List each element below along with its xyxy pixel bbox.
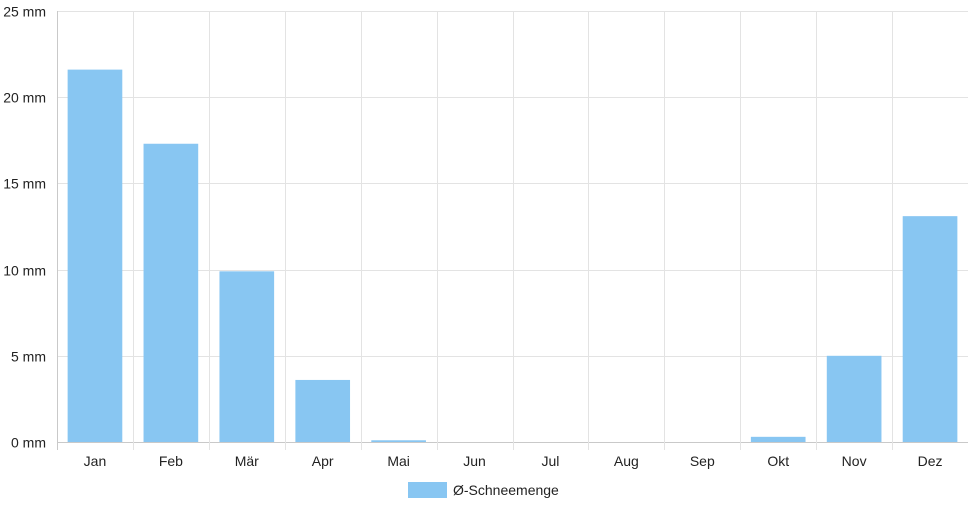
y-tick-label: 25 mm bbox=[3, 4, 46, 20]
y-tick-label: 5 mm bbox=[11, 349, 46, 365]
x-tick-label: Aug bbox=[614, 453, 639, 469]
x-tick-label: Nov bbox=[842, 453, 867, 469]
y-tick-label: 0 mm bbox=[11, 435, 46, 451]
y-tick-label: 20 mm bbox=[3, 90, 46, 106]
y-tick-label: 10 mm bbox=[3, 263, 46, 279]
x-tick-label: Sep bbox=[690, 453, 715, 469]
bar-dez[interactable] bbox=[902, 216, 958, 442]
x-tick-label: Apr bbox=[312, 453, 334, 469]
y-axis: 0 mm 5 mm 10 mm 15 mm 20 mm 25 mm bbox=[3, 4, 46, 451]
x-tick-label: Mär bbox=[235, 453, 259, 469]
x-tick-label: Dez bbox=[918, 453, 943, 469]
x-tick-label: Feb bbox=[159, 453, 183, 469]
bar-jan[interactable] bbox=[67, 69, 123, 442]
bar-mai[interactable] bbox=[371, 440, 426, 442]
bar-nov[interactable] bbox=[826, 355, 882, 442]
x-tick-label: Okt bbox=[767, 453, 789, 469]
bar-okt[interactable] bbox=[750, 436, 806, 442]
legend-label: Ø-Schneemenge bbox=[453, 482, 559, 498]
x-tick-label: Jun bbox=[463, 453, 486, 469]
legend-swatch bbox=[408, 482, 447, 498]
y-tick-label: 15 mm bbox=[3, 176, 46, 192]
x-tick-label: Mai bbox=[387, 453, 410, 469]
legend[interactable]: Ø-Schneemenge bbox=[408, 482, 559, 498]
chart-grid bbox=[57, 11, 968, 450]
x-tick-label: Jul bbox=[542, 453, 560, 469]
bar-feb[interactable] bbox=[143, 143, 199, 443]
bars bbox=[67, 69, 958, 443]
bar-apr[interactable] bbox=[295, 379, 351, 442]
bar-mär[interactable] bbox=[219, 271, 275, 442]
x-axis: Jan Feb Mär Apr Mai Jun Jul Aug Sep Okt Nov Dez bbox=[84, 453, 943, 469]
x-tick-label: Jan bbox=[84, 453, 107, 469]
